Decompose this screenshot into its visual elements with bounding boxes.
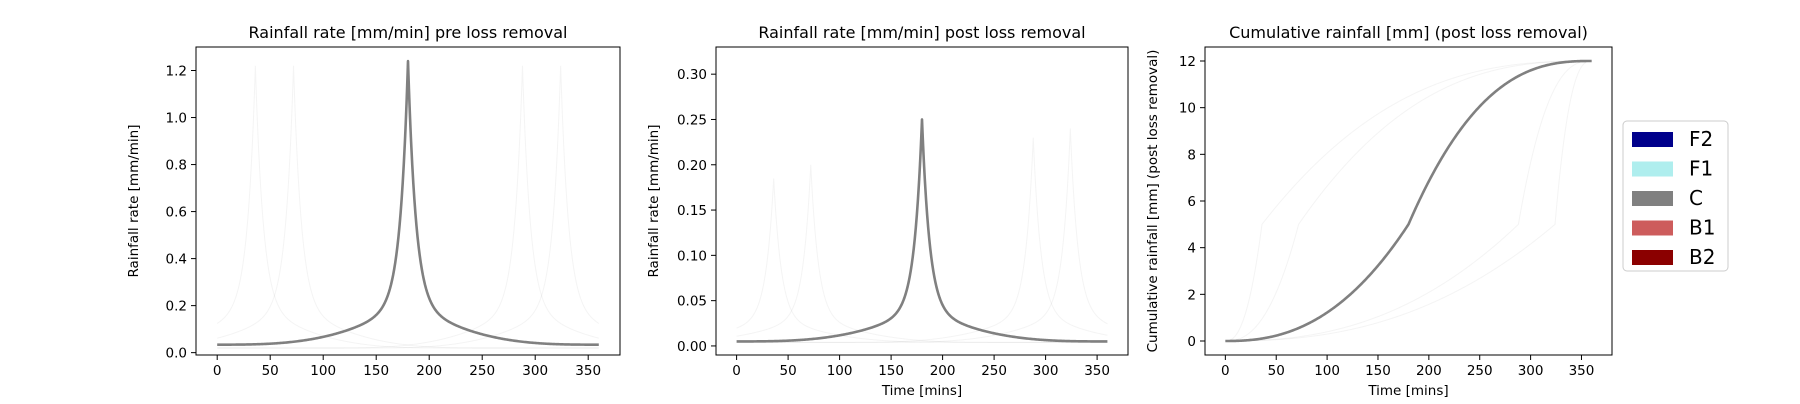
x-tick-label: 250 [1467,363,1493,379]
chart-panels: 0 50 100 150 200 250 300 3500.00.20.40.60.81.01… [126,23,1613,399]
legend-label: B1 [1689,216,1715,240]
y-tick-label: 8 [1187,147,1196,163]
plot-area [736,118,1108,343]
x-tick-label: 0 [213,363,222,379]
x-tick-label: 100 [310,363,336,379]
legend-item-F2: F2 [1632,127,1713,151]
y-tick-label: 1.2 [166,64,187,80]
x-tick-label: 50 [262,363,279,379]
legend-swatch [1632,191,1673,206]
faint-series-line [216,65,599,349]
legend-swatch [1632,250,1673,265]
panel-title: Cumulative rainfall [mm] (post loss remo… [1229,23,1588,42]
y-tick-label: 0.05 [677,294,707,310]
faint-series-line [736,178,1108,343]
x-tick-label: 50 [1268,363,1285,379]
y-tick-label: 2 [1187,287,1196,303]
series-line-C [736,118,1108,343]
y-tick-label: 12 [1179,54,1196,70]
faint-series-line [1225,60,1592,342]
y-tick-label: 10 [1179,101,1196,117]
plot-area [1225,59,1592,343]
y-tick-label: 6 [1187,194,1196,210]
plot-area [216,59,600,349]
legend-label: F2 [1689,127,1713,151]
x-tick-label: 300 [522,363,548,379]
x-tick-label: 50 [780,363,797,379]
y-axis-label: Cumulative rainfall [mm] (post loss remo… [1145,50,1161,353]
panel-title: Rainfall rate [mm/min] post loss removal [758,23,1085,42]
faint-series-line [736,128,1108,343]
faint-series-line [736,137,1108,343]
y-tick-label: 0.30 [677,67,707,83]
chart-panel-1: 0 50 100 150 200 250 300 350 0.0 0.2 0.4 0.6 0.8 1.0 1… [126,23,621,379]
legend-item-B2: B2 [1632,245,1715,269]
y-tick-label: 0.6 [166,205,187,221]
axes-frame [195,46,621,356]
chart-panel-3: 0 50 100 150 200 250 300 350 0 2 4 6 8 10 12 Cumulative… [1145,23,1613,399]
y-tick-label: 0.25 [677,112,707,128]
legend-item-B1: B1 [1632,216,1715,240]
x-tick-label: 0 [1221,363,1230,379]
legend-swatch [1632,220,1673,236]
x-tick-label: 100 [827,363,853,379]
x-axis-label: Time [mins] [1367,383,1448,399]
axes-frame [1204,46,1613,356]
y-axis-label: Rainfall rate [mm/min] [126,124,142,277]
x-tick-label: 300 [1033,363,1059,379]
faint-series-line [217,65,599,349]
legend-item-F1: F1 [1632,157,1713,181]
y-tick-label: 0 [1187,334,1196,350]
x-tick-label: 350 [575,363,601,379]
legend-label: B2 [1689,245,1715,269]
faint-series-line [217,65,599,349]
x-tick-label: 350 [1569,363,1595,379]
legend: F2 F1 C B1 B2 [1622,120,1729,272]
faint-series-line [1225,60,1592,342]
y-tick-label: 0.20 [677,158,707,174]
legend-swatch [1632,132,1673,147]
x-tick-label: 0 [732,363,741,379]
y-tick-label: 0.0 [166,346,187,362]
x-tick-label: 150 [363,363,389,379]
x-tick-label: 250 [981,363,1007,379]
x-tick-label: 200 [416,363,442,379]
legend-label: C [1689,186,1703,210]
x-tick-label: 100 [1314,363,1340,379]
chart-panel-2: 0 50 100 150 200 250 300 350 0.00 0.05 0.10 0.15 0.2… [646,23,1129,399]
x-tick-label: 200 [1416,363,1442,379]
legend-item-C: C [1632,186,1703,210]
x-tick-label: 150 [1365,363,1391,379]
y-tick-label: 0.2 [166,299,187,315]
y-tick-label: 0.15 [677,203,707,219]
legend-swatch [1632,161,1673,177]
y-axis-label: Rainfall rate [mm/min] [646,124,662,277]
series-line-C [1225,59,1592,343]
x-tick-label: 300 [1518,363,1544,379]
y-tick-label: 0.8 [166,158,187,174]
x-axis-label: Time [mins] [881,383,962,399]
panel-title: Rainfall rate [mm/min] pre loss removal [249,23,568,42]
y-tick-label: 0.4 [166,252,187,268]
faint-series-line [736,164,1108,343]
legend-label: F1 [1689,157,1713,181]
y-tick-label: 1.0 [166,111,187,127]
axes-frame [715,46,1129,356]
faint-series-line [1225,60,1592,342]
x-tick-label: 350 [1084,363,1110,379]
x-tick-label: 150 [878,363,904,379]
faint-series-line [1225,60,1592,342]
x-tick-label: 250 [469,363,495,379]
x-tick-label: 200 [930,363,956,379]
y-tick-label: 0.00 [677,339,707,355]
y-tick-label: 4 [1187,241,1196,257]
faint-series-line [217,65,600,349]
y-tick-label: 0.10 [677,248,707,264]
series-line-C [216,59,600,346]
